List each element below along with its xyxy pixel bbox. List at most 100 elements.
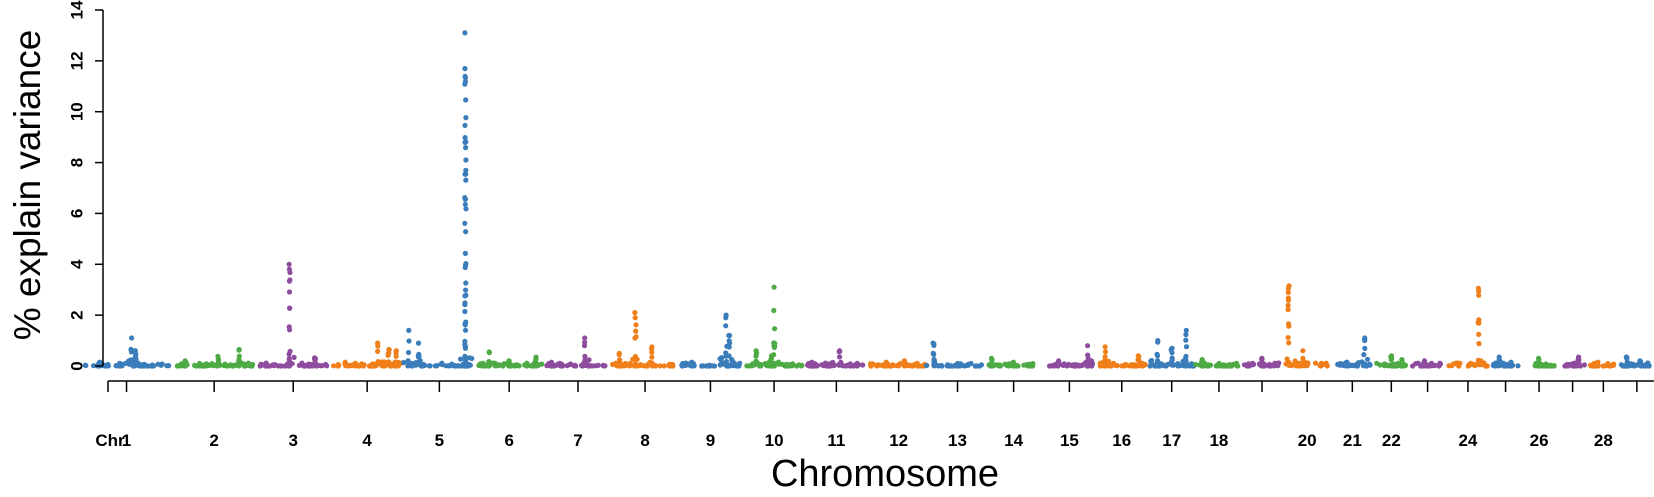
snp-point xyxy=(184,362,190,368)
chromosome-points-22 xyxy=(1374,353,1408,369)
snp-point xyxy=(462,201,468,207)
snp-point xyxy=(622,360,629,367)
snp-point xyxy=(1136,362,1142,368)
snp-point xyxy=(1491,361,1497,367)
snp-point xyxy=(868,363,874,369)
snp-point xyxy=(1399,357,1405,363)
snp-point xyxy=(1222,363,1228,369)
chromosome-points-3 xyxy=(257,261,330,369)
snp-point xyxy=(1085,352,1091,358)
snp-point xyxy=(581,343,588,349)
snp-point xyxy=(214,363,220,369)
snp-point xyxy=(1197,362,1203,368)
x-tick-label-2: 2 xyxy=(209,431,218,450)
snp-point xyxy=(627,363,633,369)
snp-point xyxy=(687,362,693,369)
snp-point xyxy=(890,362,896,369)
x-tick-label-21: 21 xyxy=(1343,431,1362,450)
snp-point xyxy=(930,350,936,356)
snp-point xyxy=(580,362,586,368)
snp-point xyxy=(1102,354,1108,360)
x-tick-label-14: 14 xyxy=(1004,431,1023,450)
snp-point xyxy=(533,362,539,368)
snp-point xyxy=(1155,339,1161,345)
chromosome-points-6 xyxy=(476,349,545,369)
snp-point xyxy=(571,363,577,369)
snp-point xyxy=(349,362,356,368)
snp-point xyxy=(291,354,297,360)
snp-point xyxy=(286,266,292,272)
snp-point xyxy=(1213,363,1219,369)
y-tick-label: 4 xyxy=(67,259,86,269)
snp-point xyxy=(669,362,675,368)
snp-point xyxy=(776,361,782,367)
snp-point xyxy=(1160,362,1166,368)
data-points xyxy=(82,30,1652,369)
x-tick-label-6: 6 xyxy=(504,431,513,450)
snp-point xyxy=(462,220,468,226)
snp-point xyxy=(462,301,468,307)
snp-point xyxy=(1079,362,1085,368)
snp-point xyxy=(1284,356,1290,362)
snp-point xyxy=(286,278,293,284)
snp-point xyxy=(324,363,330,369)
snp-point xyxy=(587,363,593,369)
snp-point xyxy=(1300,348,1306,354)
chromosome-points-26 xyxy=(1532,355,1557,369)
snp-point xyxy=(462,250,468,256)
snp-point xyxy=(405,349,412,356)
snp-point xyxy=(1542,362,1548,368)
snp-point xyxy=(210,362,216,368)
y-tick-label: 2 xyxy=(67,310,86,319)
snp-point xyxy=(90,363,97,369)
snp-point xyxy=(1154,358,1161,364)
x-tick-label-7: 7 xyxy=(573,431,582,450)
snp-point xyxy=(1624,355,1630,361)
snp-point xyxy=(789,362,795,368)
snp-point xyxy=(463,229,469,235)
chromosome-points-23 xyxy=(1410,358,1443,369)
snp-point xyxy=(634,356,640,362)
snp-point xyxy=(463,145,469,151)
snp-point xyxy=(1618,362,1624,368)
chromosome-points-17 xyxy=(1147,327,1197,369)
snp-point xyxy=(462,321,468,327)
snp-point xyxy=(380,360,387,366)
snp-point xyxy=(1476,292,1482,298)
snp-point xyxy=(128,346,134,352)
chromosome-points-7 xyxy=(544,335,608,369)
snp-point xyxy=(723,323,729,329)
snp-point xyxy=(1230,361,1236,367)
snp-point xyxy=(617,357,623,363)
snp-point xyxy=(582,353,588,359)
snp-point xyxy=(586,357,592,363)
snp-point xyxy=(462,264,468,271)
snp-point xyxy=(302,363,308,369)
snp-point xyxy=(711,363,718,369)
snp-point xyxy=(1168,361,1174,367)
snp-point xyxy=(630,356,636,362)
snp-point xyxy=(955,363,962,369)
chromosome-points-28 xyxy=(1588,359,1617,369)
x-tick-label-12: 12 xyxy=(889,431,908,450)
y-tick-label: 6 xyxy=(67,209,86,218)
snp-point xyxy=(642,363,648,369)
snp-point xyxy=(914,360,920,366)
snp-point xyxy=(1362,345,1368,351)
snp-point xyxy=(904,362,910,369)
snp-point xyxy=(649,354,655,360)
snp-point xyxy=(1085,343,1091,349)
snp-point xyxy=(138,362,144,368)
snp-point xyxy=(820,362,826,369)
snp-point xyxy=(462,73,468,79)
snp-point xyxy=(480,360,486,366)
snp-point xyxy=(632,315,638,321)
snp-point xyxy=(487,362,493,368)
snp-point xyxy=(1072,362,1079,368)
snp-point xyxy=(772,326,778,332)
snp-point xyxy=(1259,355,1265,362)
snp-point xyxy=(657,363,663,369)
snp-point xyxy=(1189,362,1195,368)
snp-point xyxy=(1175,361,1181,367)
snp-point xyxy=(1060,362,1066,368)
